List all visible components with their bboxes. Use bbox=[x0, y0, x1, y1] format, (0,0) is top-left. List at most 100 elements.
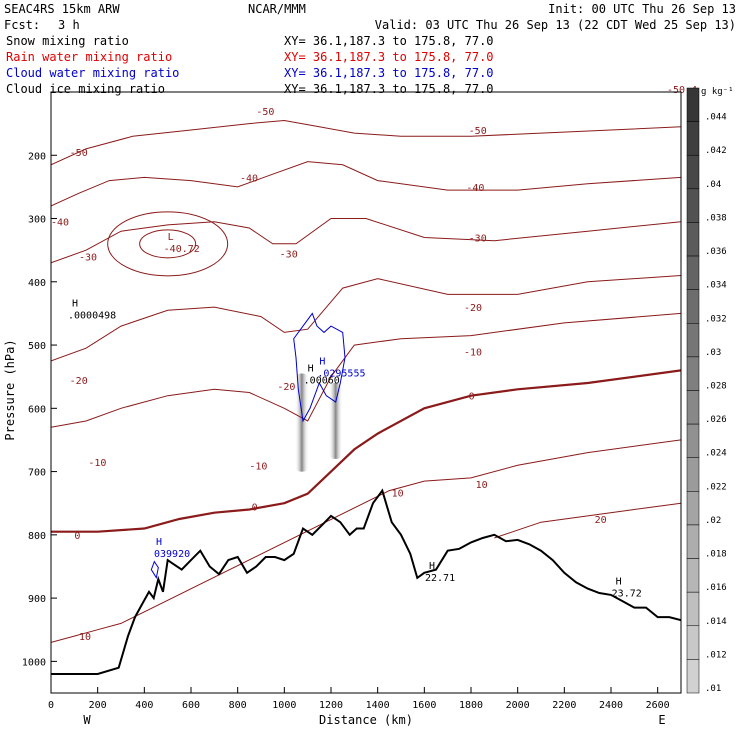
y-tick-label: 800 bbox=[28, 531, 46, 542]
x-tick-label: 1400 bbox=[366, 700, 390, 711]
x-tick-label: 1600 bbox=[412, 700, 436, 711]
y-tick-label: 1000 bbox=[22, 657, 46, 668]
colorbar-swatch bbox=[686, 591, 700, 627]
isotherm-line bbox=[51, 312, 681, 428]
contour-label: -20 bbox=[70, 376, 88, 387]
y-tick-label: 900 bbox=[28, 594, 46, 605]
isotherm-line bbox=[51, 161, 681, 207]
terrain-line bbox=[51, 488, 681, 675]
isotherm-line bbox=[51, 439, 681, 643]
contour-label: 0 bbox=[469, 392, 475, 403]
contour-label: -30 bbox=[280, 249, 298, 260]
contour-label: -10 bbox=[88, 458, 106, 469]
contour-label: -10 bbox=[249, 461, 267, 472]
y-tick-label: 300 bbox=[28, 215, 46, 226]
colorbar-swatch bbox=[686, 121, 700, 156]
colorbar-swatch bbox=[686, 457, 700, 492]
contour-label: 0 bbox=[74, 531, 80, 542]
isotherm-line bbox=[51, 275, 681, 362]
field-name: Snow mixing ratio bbox=[6, 34, 129, 48]
contour-label: 10 bbox=[392, 488, 404, 499]
contour-label: 10 bbox=[79, 632, 91, 643]
y-tick-label: 600 bbox=[28, 404, 46, 415]
colorbar-tick-label: .042 bbox=[705, 146, 727, 156]
cold-low-contour bbox=[107, 211, 229, 277]
contour-label: -50 bbox=[70, 148, 88, 159]
colorbar-tick-label: .038 bbox=[705, 213, 727, 223]
contour-label: -30 bbox=[79, 252, 97, 263]
contour-label: -10 bbox=[464, 347, 482, 358]
isotherm-line bbox=[494, 502, 681, 539]
contour-label: -50.4 bbox=[667, 85, 697, 96]
colorbar-unit: g kg⁻¹ bbox=[701, 87, 734, 97]
contour-label: -50 bbox=[469, 126, 487, 137]
contour-label: -40 bbox=[466, 183, 484, 194]
colorbar-swatch bbox=[686, 222, 700, 257]
contour-label: -20 bbox=[277, 382, 295, 393]
field-xy: XY= 36.1,187.3 to 175.8, 77.0 bbox=[284, 82, 494, 96]
colorbar-swatch bbox=[686, 356, 700, 391]
extremum-H: H bbox=[429, 561, 435, 572]
x-tick-label: 1000 bbox=[272, 700, 296, 711]
fcst-value: 3 h bbox=[58, 18, 80, 32]
colorbar-tick-label: .014 bbox=[705, 617, 727, 627]
y-tick-label: 400 bbox=[28, 278, 46, 289]
isotherm-line bbox=[51, 369, 681, 533]
init-time: Init: 00 UTC Thu 26 Sep 13 bbox=[548, 2, 736, 16]
colorbar-tick-label: .028 bbox=[705, 382, 727, 392]
fcst-label: Fcst: bbox=[4, 18, 40, 32]
field-name: Cloud ice mixing ratio bbox=[6, 82, 165, 96]
contour-label: -20 bbox=[464, 303, 482, 314]
cloud-water-value: .0295555 bbox=[317, 368, 365, 379]
colorbar-swatch bbox=[686, 524, 700, 559]
center-title: NCAR/MMM bbox=[248, 2, 306, 16]
y-axis-label: Pressure (hPa) bbox=[3, 339, 17, 440]
colorbar-tick-label: .036 bbox=[705, 247, 727, 257]
colorbar-swatch bbox=[686, 558, 700, 593]
colorbar-tick-label: .034 bbox=[705, 281, 727, 291]
x-tick-label: 0 bbox=[48, 700, 54, 711]
model-title: SEAC4RS 15km ARW bbox=[4, 2, 120, 16]
colorbar-swatch bbox=[686, 289, 700, 324]
valid-time: Valid: 03 UTC Thu 26 Sep 13 (22 CDT Wed … bbox=[375, 18, 736, 32]
colorbar-tick-label: .026 bbox=[705, 415, 727, 425]
colorbar-swatch bbox=[686, 255, 700, 290]
cold-low-contour bbox=[139, 229, 197, 259]
extremum-H: H bbox=[308, 363, 314, 374]
colorbar-tick-label: .018 bbox=[705, 550, 727, 560]
snow-shading bbox=[294, 373, 309, 472]
colorbar-swatch bbox=[686, 491, 700, 526]
extremum-value: -40.72 bbox=[164, 244, 200, 255]
x-tick-label: 1800 bbox=[459, 700, 483, 711]
cloud-water-max: H bbox=[319, 356, 325, 367]
x-tick-label: 2000 bbox=[506, 700, 530, 711]
contour-label: -40 bbox=[240, 173, 258, 184]
east-label: E bbox=[658, 713, 665, 727]
plot-frame bbox=[50, 91, 682, 694]
field-xy: XY= 36.1,187.3 to 175.8, 77.0 bbox=[284, 34, 494, 48]
cloud-water-max: H bbox=[156, 537, 162, 548]
west-label: W bbox=[83, 713, 91, 727]
cloud-water-contour bbox=[293, 312, 346, 423]
contour-label: -50 bbox=[256, 107, 274, 118]
colorbar-tick-label: .024 bbox=[705, 449, 727, 459]
colorbar-tick-label: .016 bbox=[705, 583, 727, 593]
field-name: Rain water mixing ratio bbox=[6, 50, 172, 64]
contour-label: 0 bbox=[252, 502, 258, 513]
x-tick-label: 400 bbox=[135, 700, 153, 711]
x-tick-label: 200 bbox=[89, 700, 107, 711]
x-tick-label: 2600 bbox=[646, 700, 670, 711]
colorbar-swatch bbox=[686, 423, 700, 458]
extremum-value: 22.71 bbox=[425, 573, 455, 584]
colorbar-tick-label: .01 bbox=[705, 684, 721, 694]
colorbar-tick-label: .03 bbox=[705, 348, 721, 358]
isotherm-line bbox=[51, 119, 681, 166]
colorbar-tick-label: .022 bbox=[705, 482, 727, 492]
y-tick-label: 200 bbox=[28, 151, 46, 162]
colorbar-tick-label: .044 bbox=[705, 113, 727, 123]
isotherm-line bbox=[51, 218, 681, 264]
x-tick-label: 2400 bbox=[599, 700, 623, 711]
extremum-L: L bbox=[168, 232, 174, 243]
